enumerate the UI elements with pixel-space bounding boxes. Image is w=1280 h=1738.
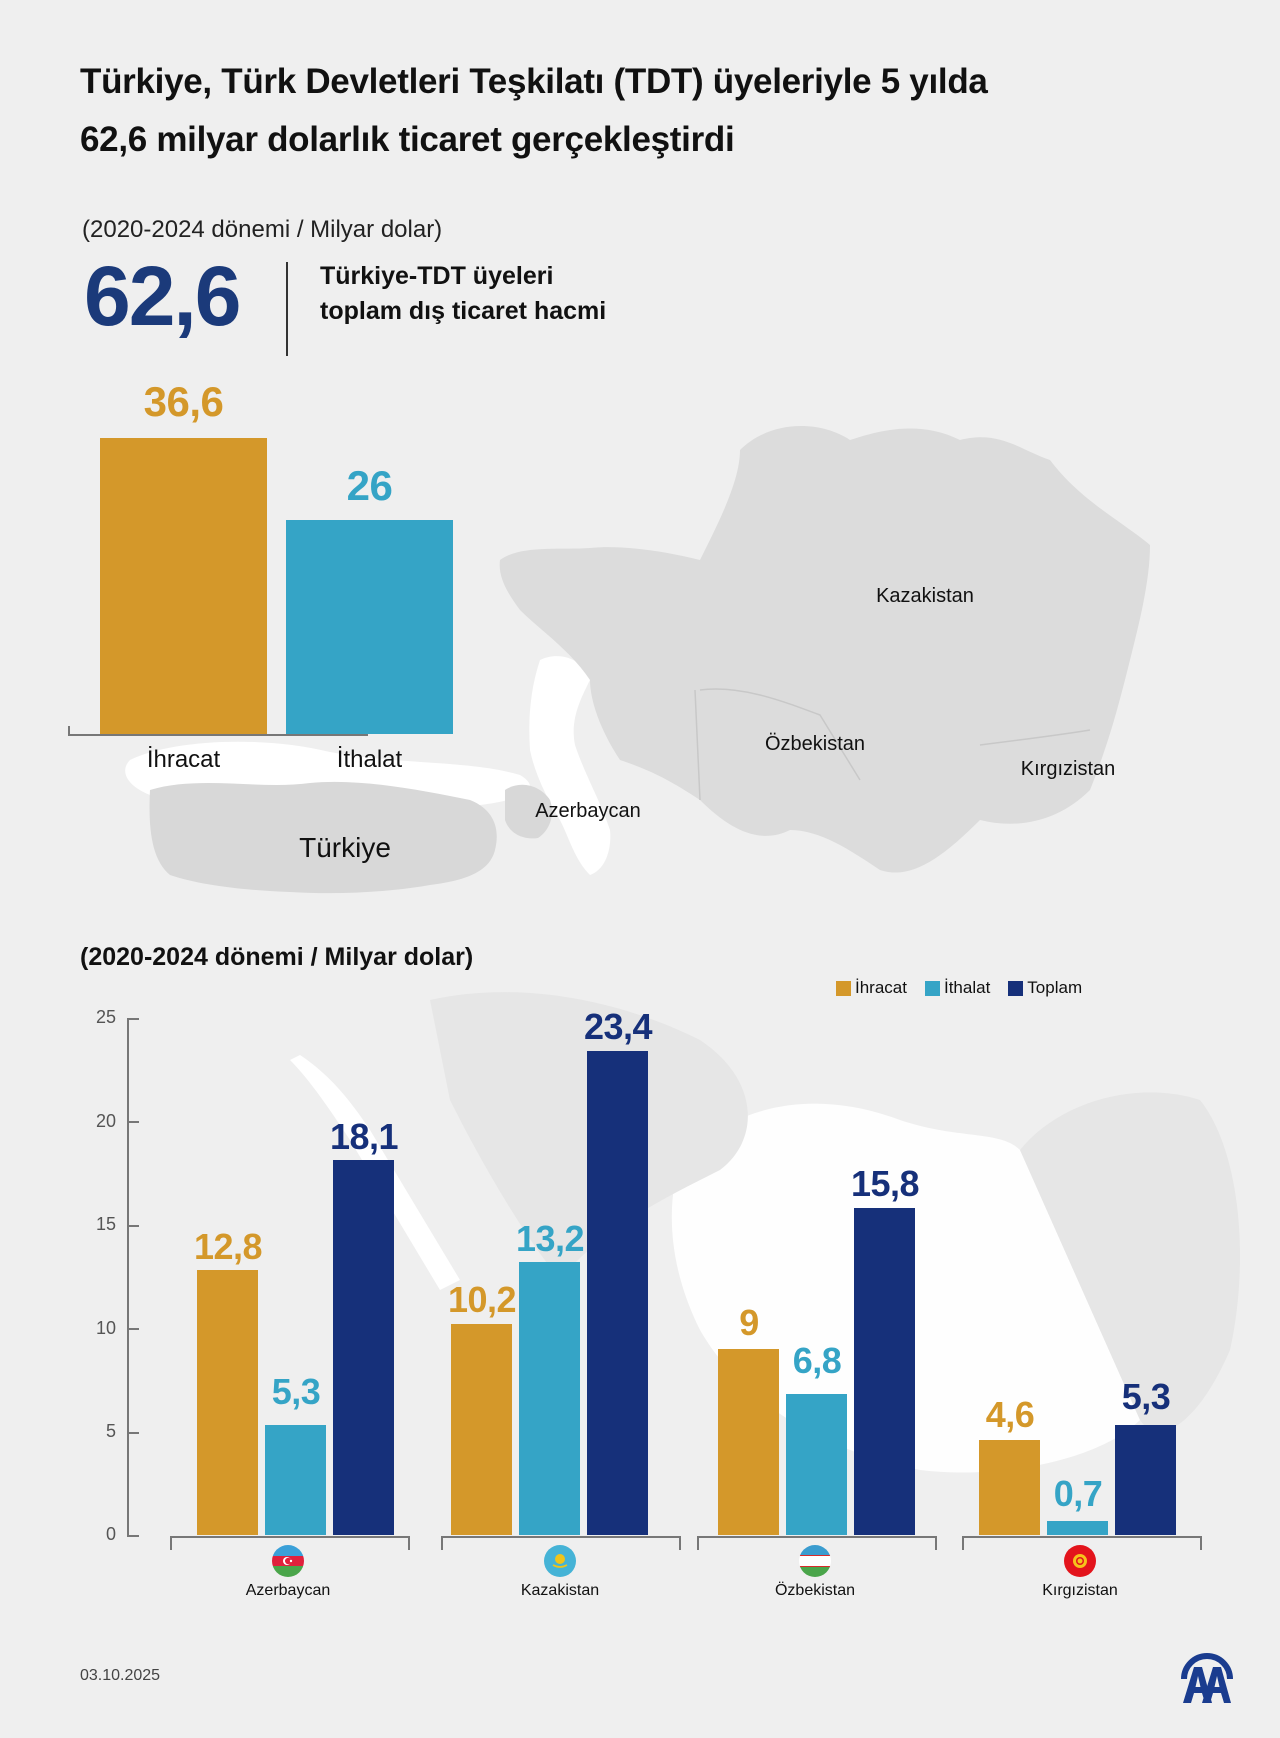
- kazakistan-toplam-label: 23,4: [583, 1006, 653, 1047]
- kirgizistan-ihracat-label: 4,6: [985, 1394, 1035, 1435]
- summary-axis-line: [68, 734, 368, 736]
- kazakistan-ithalat-label: 13,2: [515, 1218, 585, 1259]
- kirgizistan-ithalat-label: 0,7: [1053, 1473, 1103, 1514]
- page-title-line2: 62,6 milyar dolarlık ticaret gerçekleşti…: [80, 120, 735, 159]
- y-tick-15: 15: [95, 1214, 116, 1234]
- y-tick-25: 25: [95, 1007, 116, 1027]
- map-label-kirgizistan: Kırgızistan: [1020, 758, 1116, 780]
- kpi-label-line2: toplam dış ticaret hacmi: [320, 297, 607, 325]
- page-title-line1: Türkiye, Türk Devletleri Teşkilatı (TDT)…: [80, 62, 988, 101]
- kirgizistan-ithalat-bar: [1047, 1521, 1108, 1535]
- y-tick-0: 0: [105, 1524, 116, 1544]
- ihracat-category-label: İhracat: [146, 746, 221, 773]
- y-tickmark: [127, 1328, 139, 1330]
- kazakistan-toplam-bar: [587, 1051, 648, 1535]
- ozbekistan-toplam-bar: [854, 1208, 915, 1535]
- legend-item-ihracat: İhracat: [836, 978, 907, 998]
- y-tickmark: [127, 1225, 139, 1227]
- azerbaijan-flag-icon: [272, 1545, 304, 1577]
- azerbaycan-ihracat-label: 12,8: [193, 1226, 263, 1267]
- publish-date: 03.10.2025: [80, 1667, 161, 1684]
- azerbaycan-toplam-bar: [333, 1160, 394, 1535]
- legend-label: Toplam: [1027, 978, 1083, 997]
- y-tickmark: [127, 1432, 139, 1434]
- y-tickmark: [127, 1535, 139, 1537]
- y-tick-10: 10: [95, 1318, 116, 1338]
- kazakistan-ihracat-label: 10,2: [447, 1279, 517, 1320]
- ithalat-value-label: 26: [346, 462, 393, 509]
- category-label-ozbekistan: Özbekistan: [774, 1582, 856, 1599]
- kirgizistan-ihracat-bar: [979, 1440, 1040, 1535]
- azerbaycan-ithalat-label: 5,3: [271, 1371, 321, 1412]
- ozbekistan-ithalat-bar: [786, 1394, 847, 1535]
- kirgizistan-toplam-bar: [1115, 1425, 1176, 1535]
- legend-swatch-toplam: [1008, 980, 1024, 996]
- summary-axis-tick: [68, 726, 70, 736]
- kpi-label-line1: Türkiye-TDT üyeleri: [320, 262, 554, 290]
- y-axis-line: [127, 1018, 129, 1536]
- kirgizistan-group-bracket: [962, 1536, 1202, 1550]
- y-tick-20: 20: [95, 1111, 116, 1131]
- period-note: (2020-2024 dönemi / Milyar dolar): [82, 216, 443, 243]
- ozbekistan-ihracat-label: 9: [739, 1302, 759, 1343]
- legend-item-toplam: Toplam: [1008, 978, 1082, 998]
- legend-label: İhracat: [855, 978, 907, 997]
- legend-label: İthalat: [943, 978, 991, 997]
- chart-period-note: (2020-2024 dönemi / Milyar dolar): [80, 943, 474, 971]
- ithalat-bar: [286, 520, 453, 734]
- azerbaycan-toplam-label: 18,1: [329, 1116, 399, 1157]
- ozbekistan-ithalat-label: 6,8: [792, 1340, 842, 1381]
- kazakistan-ihracat-bar: [451, 1324, 512, 1535]
- kyrgyzstan-flag-icon: [1064, 1545, 1096, 1577]
- uzbekistan-flag-icon: [799, 1545, 831, 1577]
- legend-item-ithalat: İthalat: [924, 978, 991, 998]
- map-label-turkiye: Türkiye: [299, 832, 391, 863]
- map-label-ozbekistan: Özbekistan: [764, 733, 866, 755]
- map-label-azerbaycan: Azerbaycan: [535, 800, 641, 822]
- ihracat-value-label: 36,6: [143, 378, 224, 425]
- ihracat-bar: [100, 438, 267, 734]
- map-label-kazakistan: Kazakistan: [876, 585, 974, 607]
- azerbaycan-group-bracket: [170, 1536, 410, 1550]
- ithalat-category-label: İthalat: [336, 746, 403, 773]
- kazakistan-group-bracket: [441, 1536, 681, 1550]
- ozbekistan-toplam-label: 15,8: [850, 1163, 920, 1204]
- kirgizistan-toplam-label: 5,3: [1121, 1376, 1171, 1417]
- ozbekistan-group-bracket: [697, 1536, 937, 1550]
- category-label-kazakistan: Kazakistan: [520, 1582, 600, 1599]
- y-tickmark: [127, 1018, 139, 1020]
- category-label-azerbaycan: Azerbaycan: [245, 1582, 331, 1599]
- kpi-divider: [286, 262, 288, 356]
- kpi-value: 62,6: [84, 249, 241, 343]
- legend-swatch-ihracat: [836, 980, 851, 996]
- y-tickmark: [127, 1121, 139, 1123]
- azerbaycan-ihracat-bar: [197, 1270, 258, 1535]
- ozbekistan-ihracat-bar: [718, 1349, 779, 1535]
- kazakistan-ithalat-bar: [519, 1262, 580, 1535]
- category-label-kirgizistan: Kırgızistan: [1042, 1582, 1118, 1599]
- chart-legend: İhracat İthalat Toplam: [836, 978, 1092, 998]
- y-tick-5: 5: [105, 1421, 116, 1441]
- kazakhstan-flag-icon: [544, 1545, 576, 1577]
- aa-logo-icon: [1178, 1643, 1236, 1705]
- azerbaycan-ithalat-bar: [265, 1425, 326, 1535]
- legend-swatch-ithalat: [924, 980, 940, 996]
